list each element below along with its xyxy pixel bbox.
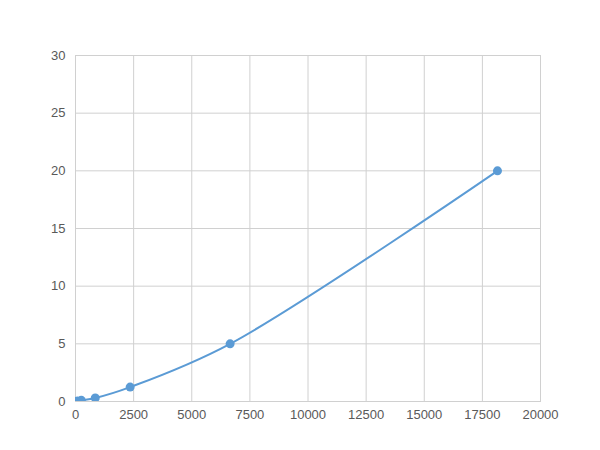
svg-text:15000: 15000 — [406, 407, 442, 422]
svg-text:2500: 2500 — [119, 407, 148, 422]
svg-text:25: 25 — [51, 105, 65, 120]
svg-text:5000: 5000 — [177, 407, 206, 422]
svg-text:10: 10 — [51, 278, 65, 293]
svg-text:30: 30 — [51, 48, 65, 63]
svg-text:12500: 12500 — [348, 407, 384, 422]
svg-text:0: 0 — [58, 394, 65, 409]
svg-text:5: 5 — [58, 336, 65, 351]
svg-text:17500: 17500 — [464, 407, 500, 422]
svg-text:0: 0 — [72, 407, 79, 422]
svg-text:20: 20 — [51, 163, 65, 178]
svg-text:10000: 10000 — [290, 407, 326, 422]
svg-text:20000: 20000 — [522, 407, 558, 422]
svg-text:15: 15 — [51, 221, 65, 236]
svg-text:7500: 7500 — [235, 407, 264, 422]
